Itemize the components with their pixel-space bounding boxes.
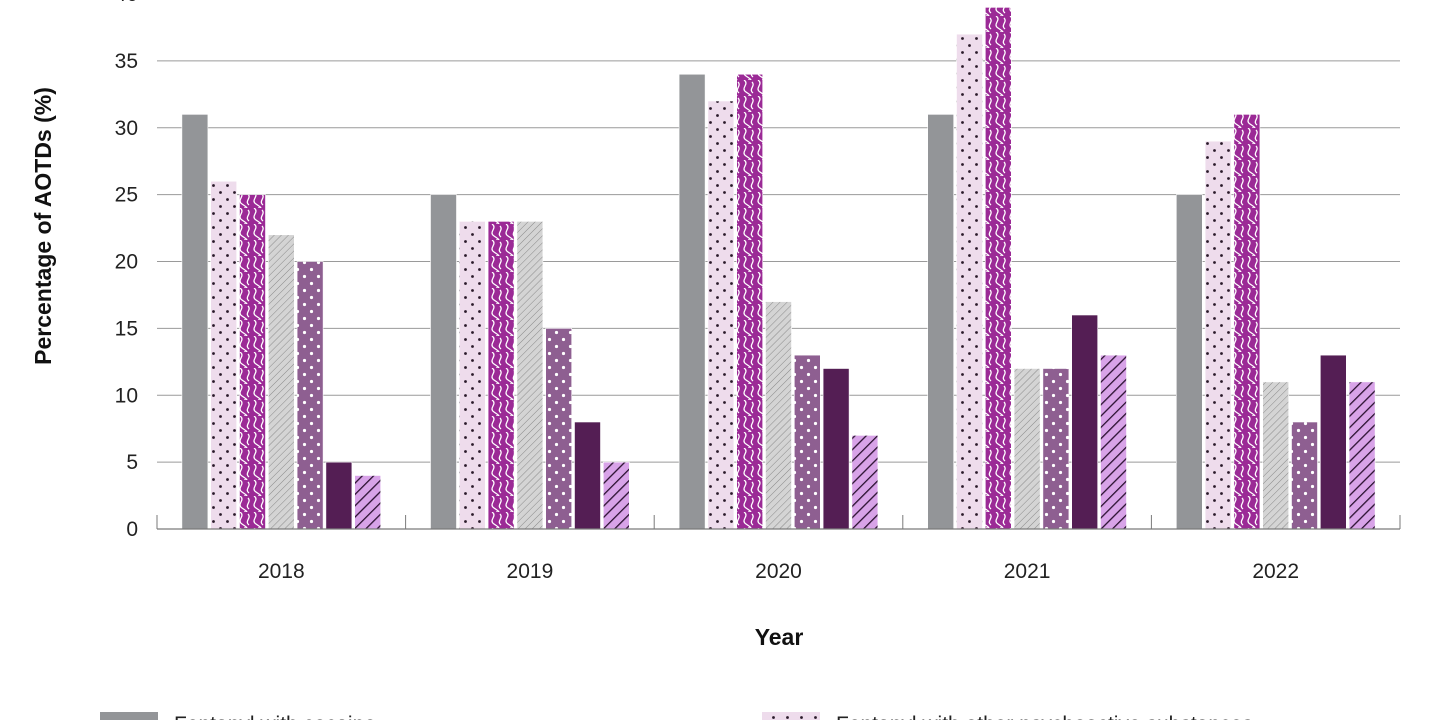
bar	[354, 475, 382, 530]
x-tick-label: 2018	[258, 560, 305, 583]
y-tick-label: 40	[115, 0, 138, 6]
y-tick-label: 35	[115, 50, 138, 73]
y-tick-label: 5	[126, 451, 138, 474]
bar	[181, 114, 209, 530]
legend-swatch	[100, 712, 158, 720]
bars	[181, 7, 1376, 530]
bar	[1042, 368, 1070, 530]
bar	[1262, 381, 1289, 530]
y-tick-label: 25	[115, 184, 138, 207]
bar	[765, 301, 792, 530]
x-axis-ticks: 2018 2019 2020 2021 2022	[258, 560, 1299, 583]
y-tick-label: 0	[126, 518, 138, 541]
bar	[516, 221, 544, 530]
bar	[678, 73, 706, 530]
bar	[956, 33, 983, 530]
bar	[458, 221, 486, 530]
legend-swatch	[762, 712, 820, 720]
y-tick-label: 30	[115, 117, 138, 140]
bar	[325, 461, 353, 530]
bar	[239, 194, 266, 530]
y-tick-label: 10	[115, 384, 138, 407]
x-tick-label: 2019	[507, 560, 554, 583]
bar	[707, 100, 735, 530]
legend-label: Fentanyl with cocaine	[174, 713, 376, 720]
legend: Fentanyl with cocaine Fentanyl with other…	[100, 712, 1253, 720]
bar	[736, 73, 764, 530]
bar	[1348, 381, 1376, 530]
bar	[1320, 354, 1347, 530]
bar	[1100, 354, 1127, 530]
bar	[602, 461, 630, 530]
bar	[487, 221, 515, 530]
bar	[296, 261, 324, 530]
bar	[545, 328, 573, 530]
y-axis-ticks: 0 5 10 15 20 25 30 35 40	[115, 0, 138, 541]
bar	[822, 368, 850, 530]
bar	[1204, 140, 1232, 530]
bar	[210, 180, 237, 530]
bar	[574, 421, 601, 530]
bar	[1013, 368, 1041, 530]
bar	[1071, 314, 1098, 530]
bar	[927, 114, 955, 530]
bar	[984, 7, 1012, 530]
y-tick-label: 15	[115, 317, 138, 340]
legend-label: Fentanyl with other psychoactive substan…	[836, 713, 1253, 720]
x-tick-label: 2021	[1004, 560, 1051, 583]
bar	[793, 354, 821, 530]
bar	[430, 194, 457, 530]
bar	[1291, 421, 1318, 530]
y-axis-title: Percentage of AOTDs (%)	[30, 87, 56, 365]
x-axis	[156, 515, 1401, 530]
x-tick-label: 2020	[755, 560, 802, 583]
x-tick-label: 2022	[1252, 560, 1299, 583]
bar	[267, 234, 295, 530]
x-axis-title: Year	[755, 624, 804, 650]
bar	[851, 435, 879, 530]
bar	[1176, 194, 1203, 530]
y-tick-label: 20	[115, 251, 138, 274]
bar	[1233, 114, 1261, 530]
